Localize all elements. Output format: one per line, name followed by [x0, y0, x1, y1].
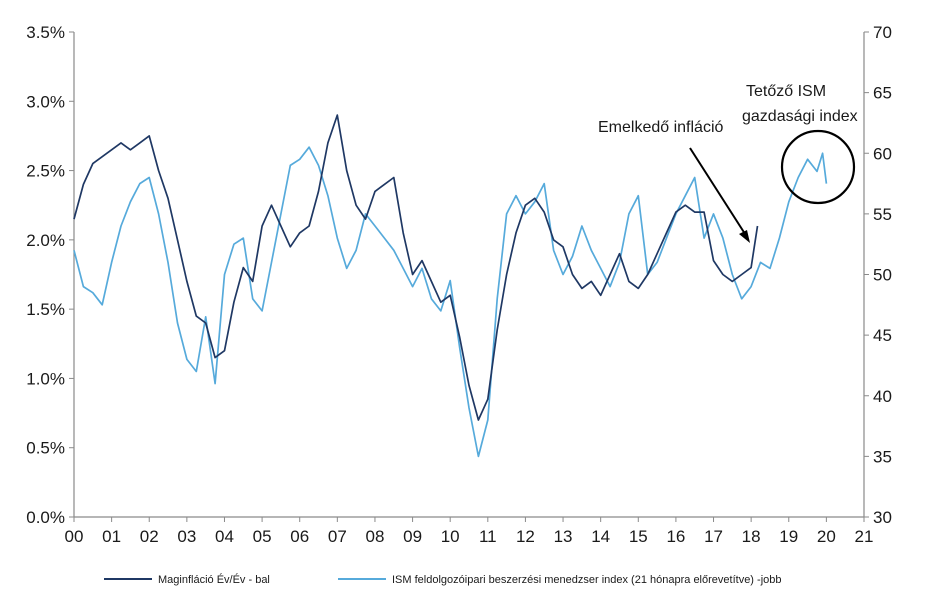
- x-axis-ticks: 00 01 02 03 04 05 06 07 08 09 10 11 12 13 14 15 16 17 18 19…: [65, 517, 874, 546]
- annotation-rising-inflation: Emelkedő infláció: [598, 119, 724, 136]
- series-layer: [73, 114, 828, 458]
- left-tick-label: 3.5%: [26, 23, 65, 42]
- x-tick-label: 01: [102, 527, 121, 546]
- annotation-arrowhead: [739, 230, 750, 243]
- annotation-layer: Emelkedő infláció Tetőző ISM gazdasági i…: [598, 83, 858, 243]
- x-tick-label: 13: [554, 527, 573, 546]
- series-line-core-inflation: [73, 114, 759, 421]
- annotation-peaking-ism-line1: Tetőző ISM: [746, 83, 826, 100]
- right-tick-label: 40: [873, 387, 892, 406]
- left-tick-label: 1.0%: [26, 369, 65, 388]
- x-tick-label: 20: [817, 527, 836, 546]
- right-tick-label: 35: [873, 447, 892, 466]
- annotation-peaking-ism-line2: gazdasági index: [742, 108, 858, 125]
- x-tick-label: 15: [629, 527, 648, 546]
- x-tick-label: 19: [779, 527, 798, 546]
- series-line-ism: [73, 146, 828, 458]
- left-tick-label: 0.0%: [26, 508, 65, 527]
- x-tick-label: 00: [65, 527, 84, 546]
- left-axis-ticks: 0.0% 0.5% 1.0% 1.5% 2.0% 2.5% 3.0% 3.5%: [26, 23, 74, 527]
- left-tick-label: 2.0%: [26, 231, 65, 250]
- x-tick-label: 18: [742, 527, 761, 546]
- right-tick-label: 30: [873, 508, 892, 527]
- x-tick-label: 21: [855, 527, 874, 546]
- left-tick-label: 2.5%: [26, 162, 65, 181]
- right-tick-label: 45: [873, 326, 892, 345]
- left-tick-label: 3.0%: [26, 92, 65, 111]
- x-tick-label: 06: [290, 527, 309, 546]
- right-tick-label: 55: [873, 205, 892, 224]
- left-tick-label: 0.5%: [26, 439, 65, 458]
- x-tick-label: 08: [365, 527, 384, 546]
- right-tick-label: 50: [873, 266, 892, 285]
- x-tick-label: 16: [666, 527, 685, 546]
- left-tick-label: 1.5%: [26, 300, 65, 319]
- x-tick-label: 03: [177, 527, 196, 546]
- x-tick-label: 14: [591, 527, 610, 546]
- plot-frame: [73, 32, 865, 518]
- x-tick-label: 12: [516, 527, 535, 546]
- x-tick-label: 17: [704, 527, 723, 546]
- right-tick-label: 70: [873, 23, 892, 42]
- right-tick-label: 60: [873, 144, 892, 163]
- legend-label-ism: ISM feldolgozóipari beszerzési menedzser…: [392, 574, 782, 586]
- annotation-circle: [780, 129, 856, 205]
- x-tick-label: 02: [140, 527, 159, 546]
- x-tick-label: 10: [441, 527, 460, 546]
- x-tick-label: 11: [479, 527, 497, 546]
- legend-label-core-inflation: Maginfláció Év/Év - bal: [158, 573, 270, 586]
- x-tick-label: 05: [253, 527, 272, 546]
- x-tick-label: 09: [403, 527, 422, 546]
- x-tick-label: 04: [215, 527, 234, 546]
- right-tick-label: 65: [873, 84, 892, 103]
- right-axis-ticks: 30 35 40 45 50 55 60 65 70: [864, 23, 892, 527]
- annotation-arrow: [689, 147, 748, 238]
- x-tick-label: 07: [328, 527, 347, 546]
- legend: Maginfláció Év/Év - bal ISM feldolgozóip…: [104, 573, 782, 586]
